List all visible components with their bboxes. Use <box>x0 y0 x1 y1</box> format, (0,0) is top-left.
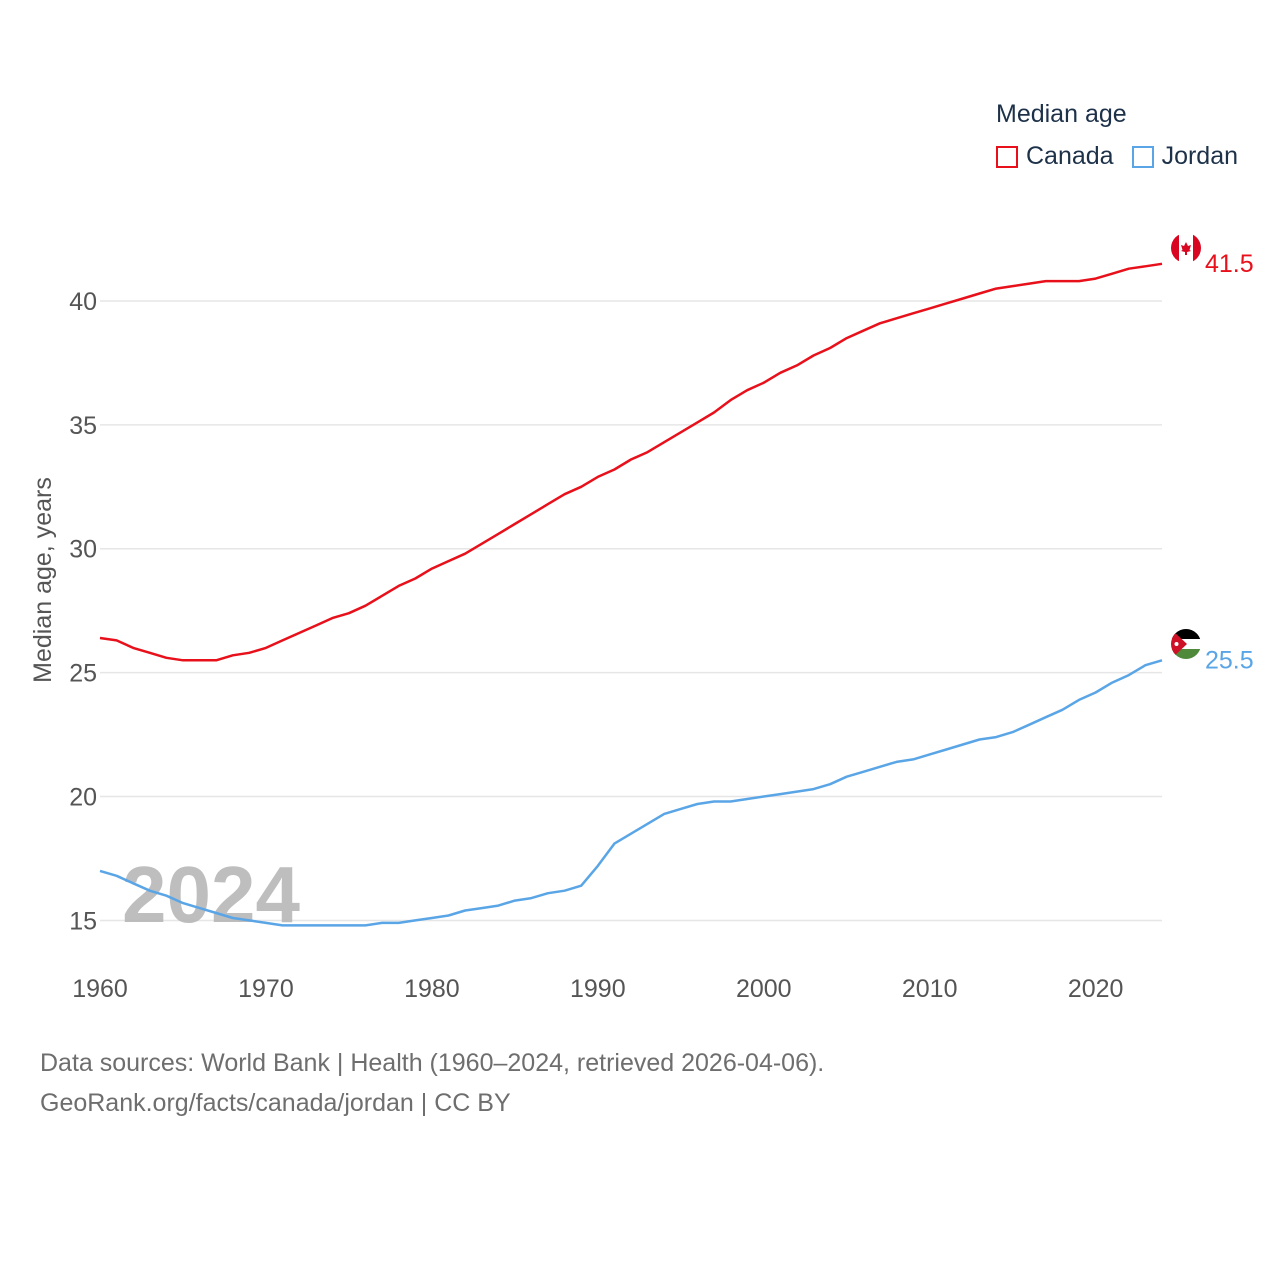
x-tick-label-1980: 1980 <box>404 975 460 1003</box>
y-tick-label-25: 25 <box>69 660 97 688</box>
end-label-canada: 41.5 <box>1205 250 1254 278</box>
data-sources: Data sources: World Bank | Health (1960–… <box>40 1043 824 1123</box>
y-tick-label-40: 40 <box>69 288 97 316</box>
x-tick-label-1990: 1990 <box>570 975 626 1003</box>
y-tick-label-35: 35 <box>69 412 97 440</box>
gridlines <box>100 300 1162 922</box>
canada-flag-icon <box>1171 233 1201 263</box>
y-axis-ticks: 15 20 25 30 35 40 <box>69 288 97 935</box>
series-line-canada[interactable] <box>99 262 1163 662</box>
jordan-flag-icon <box>1171 629 1201 659</box>
y-tick-label-30: 30 <box>69 536 97 564</box>
y-axis-title: Median age, years <box>29 477 57 683</box>
legend-label-jordan: Jordan <box>1161 142 1239 170</box>
x-tick-label-2000: 2000 <box>736 975 792 1003</box>
y-tick-label-15: 15 <box>69 907 97 935</box>
year-watermark: 2024 <box>122 850 300 939</box>
x-tick-label-1960: 1960 <box>72 975 128 1003</box>
end-label-jordan: 25.5 <box>1205 646 1254 674</box>
legend-item-jordan[interactable]: Jordan <box>1131 142 1239 171</box>
legend-title: Median age <box>996 100 1127 128</box>
series-line-jordan[interactable] <box>99 659 1163 927</box>
legend: Canada Jordan <box>996 142 1256 171</box>
series-layer: 41.5 25.5 <box>99 250 1254 927</box>
legend-item-canada[interactable]: Canada <box>996 142 1114 171</box>
x-axis-ticks: 1960 1970 1980 1990 2000 2010 2020 <box>72 975 1123 1003</box>
x-tick-label-1970: 1970 <box>238 975 294 1003</box>
x-tick-label-2010: 2010 <box>902 975 958 1003</box>
legend-swatch-canada <box>996 145 1018 168</box>
y-tick-label-20: 20 <box>69 784 97 812</box>
x-tick-label-2020: 2020 <box>1068 975 1124 1003</box>
legend-label-canada: Canada <box>1026 142 1114 170</box>
sources-line: Data sources: World Bank | Health (1960–… <box>40 1049 825 1077</box>
attribution-line: GeoRank.org/facts/canada/jordan | CC BY <box>40 1089 511 1117</box>
legend-swatch-jordan <box>1131 145 1154 168</box>
